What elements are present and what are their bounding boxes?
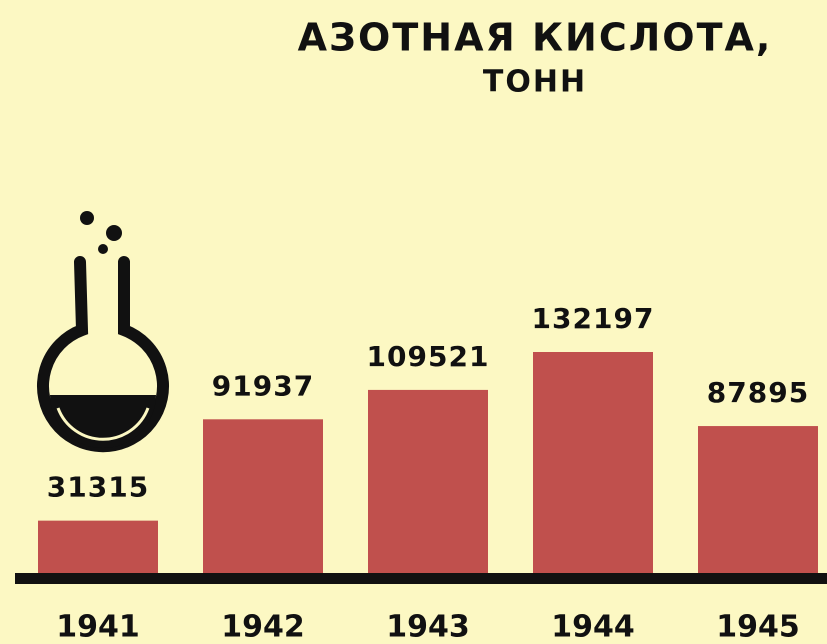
bar	[38, 520, 158, 573]
bar	[368, 389, 488, 573]
x-tick-label: 1944	[551, 610, 635, 644]
value-label: 87895	[707, 376, 809, 409]
value-label: 132197	[532, 302, 655, 335]
x-tick-label: 1941	[56, 610, 140, 644]
x-tick-label: 1943	[386, 610, 470, 644]
value-label: 31315	[47, 471, 149, 504]
baseline	[15, 573, 827, 584]
x-tick-label: 1945	[716, 610, 800, 644]
bar	[698, 426, 818, 573]
flask-icon	[37, 211, 169, 453]
bar	[533, 352, 653, 573]
bar	[203, 419, 323, 573]
chart-title: АЗОТНАЯ КИСЛОТА,	[298, 16, 773, 60]
value-label: 109521	[367, 340, 490, 373]
chart-subtitle: ТОНН	[483, 65, 587, 100]
x-tick-label: 1942	[221, 610, 305, 644]
value-label: 91937	[212, 369, 314, 402]
